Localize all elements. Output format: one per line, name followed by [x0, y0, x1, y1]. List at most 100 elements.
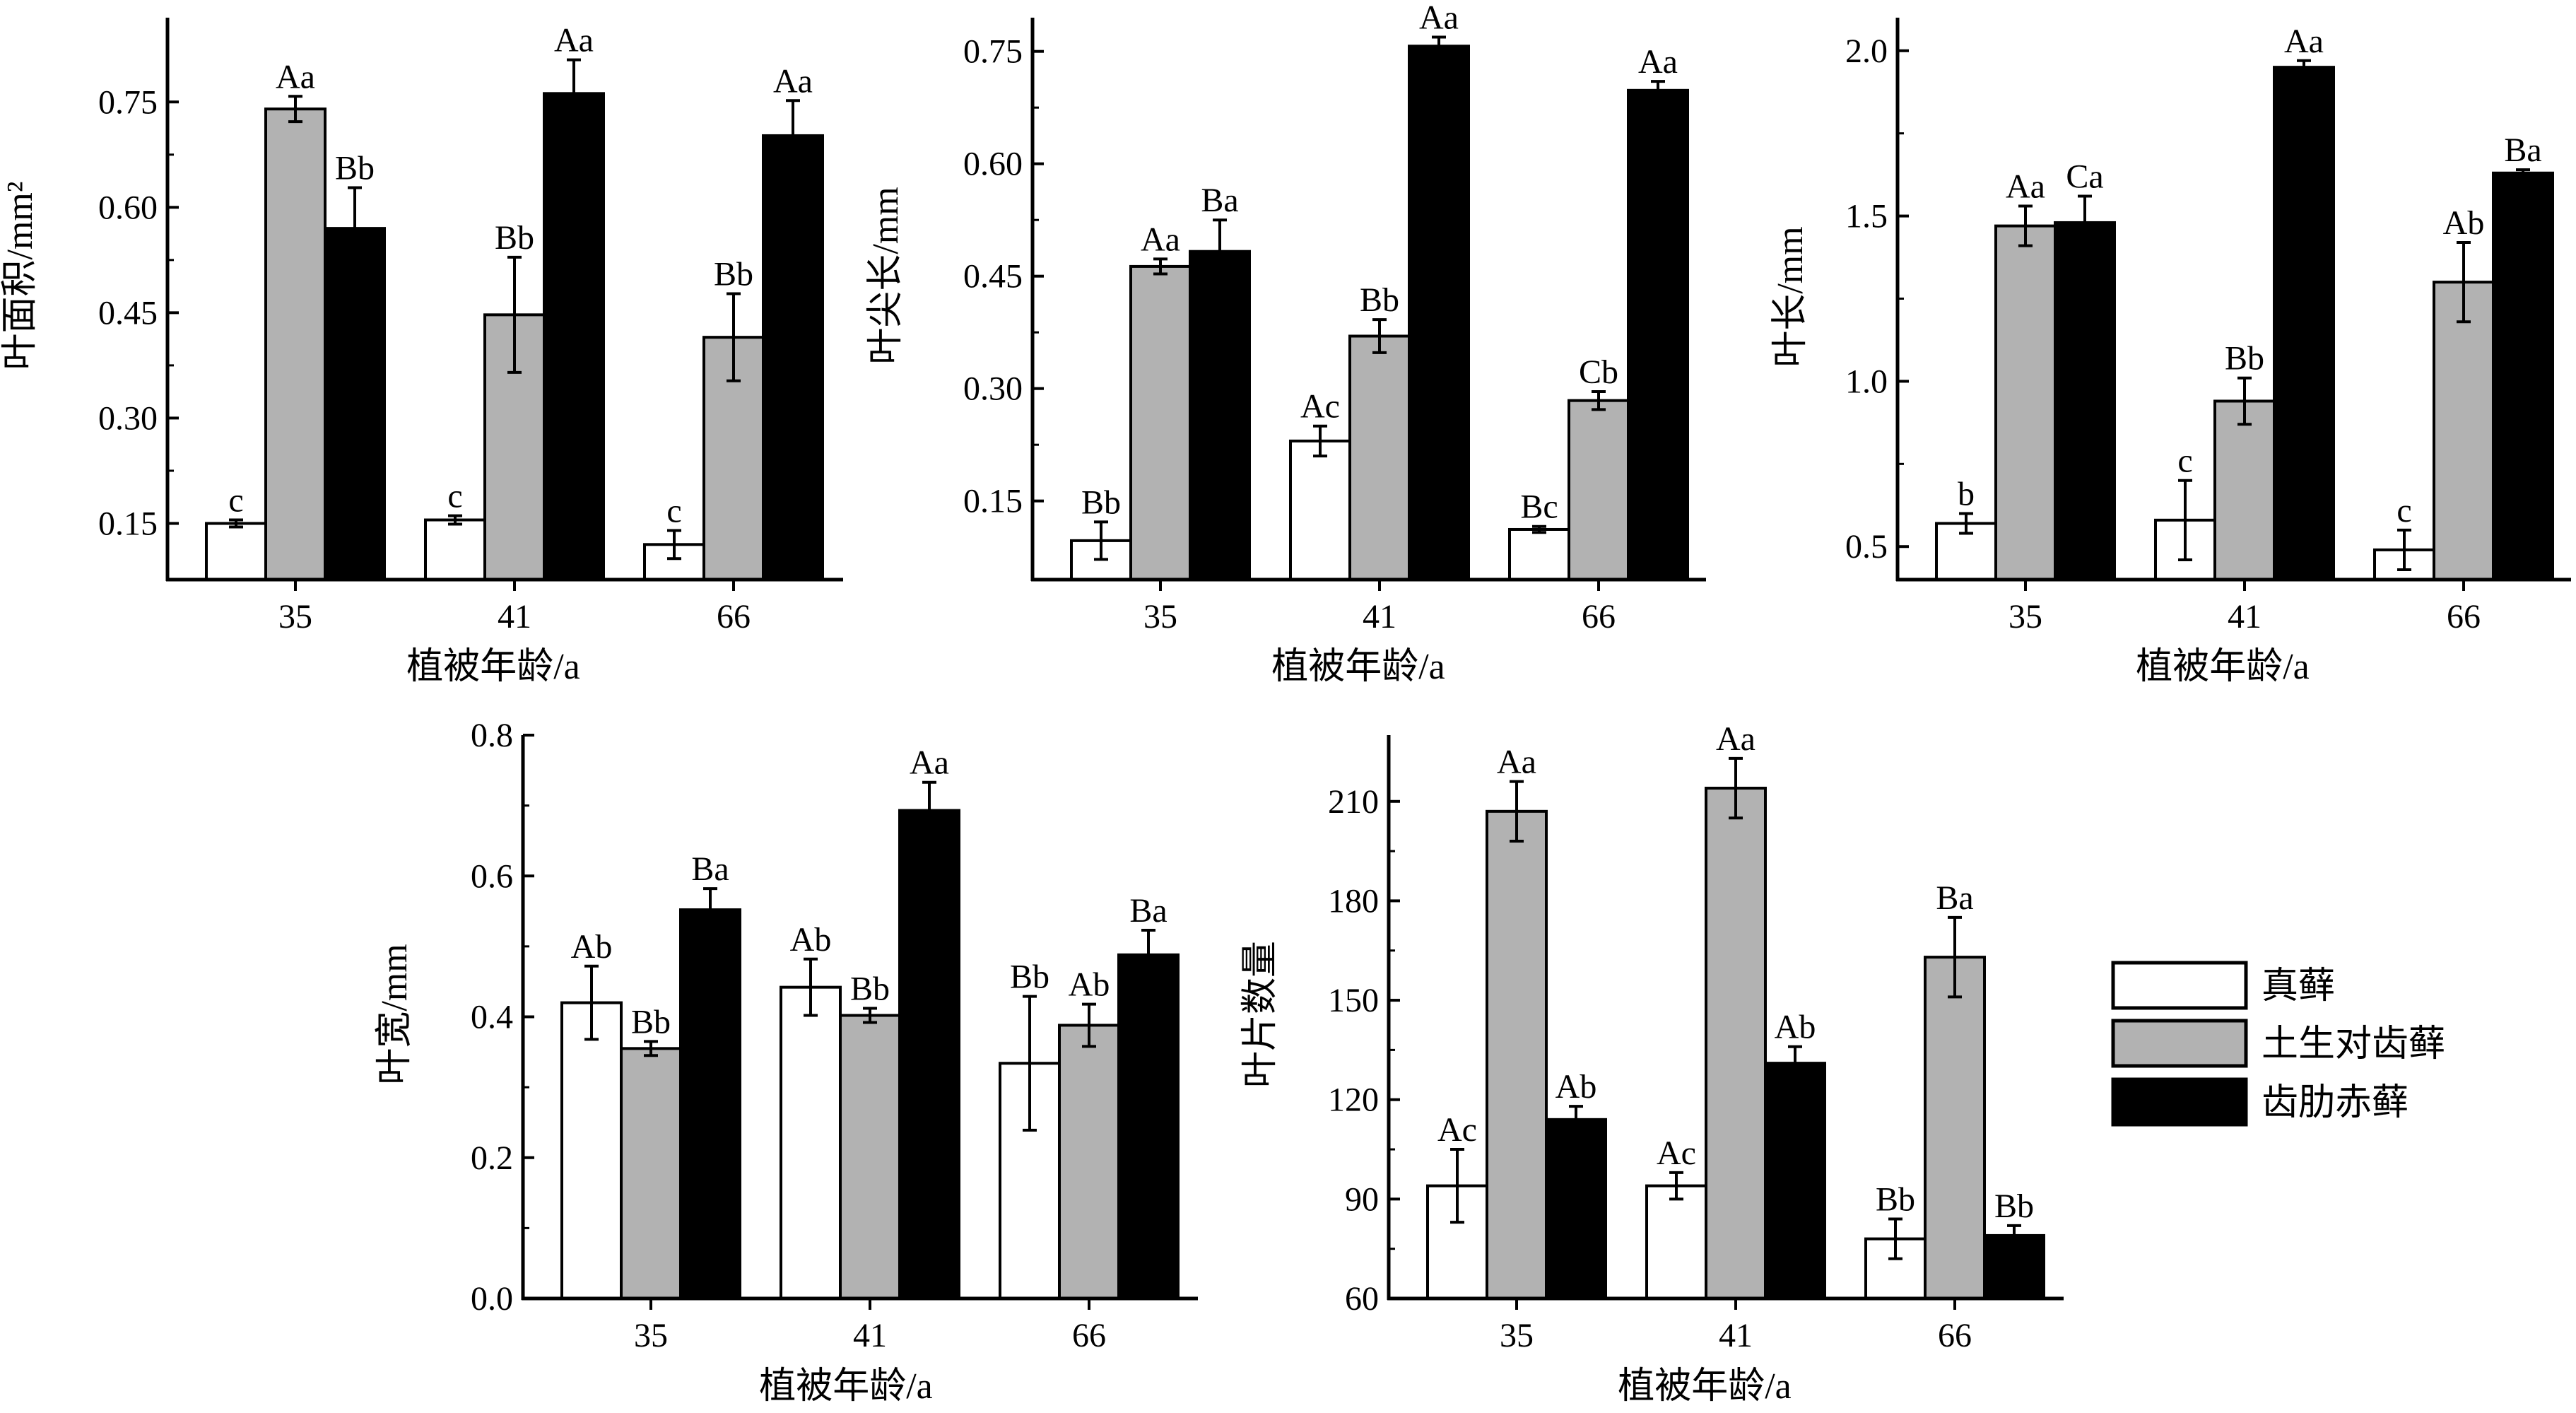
x-tick-label: 35 — [2009, 598, 2042, 635]
y-tick-label: 0.75 — [963, 33, 1023, 71]
y-tick-label: 0.60 — [963, 146, 1023, 183]
y-axis-label: 叶宽/mm — [375, 944, 415, 1084]
x-tick-label: 66 — [1072, 1317, 1106, 1354]
bar-chi-lei-66 — [762, 134, 824, 581]
legend-label-chi-lei: 齿肋赤藓 — [2262, 1083, 2409, 1123]
significance-label: Aa — [554, 22, 594, 59]
bar-tu-sheng-66 — [1924, 956, 1986, 1301]
significance-label: Aa — [276, 58, 315, 95]
bar-tu-sheng-35 — [620, 1047, 682, 1301]
significance-label: Ac — [1300, 388, 1340, 426]
significance-label: Bc — [1520, 488, 1558, 526]
significance-label: Ba — [1129, 892, 1167, 930]
significance-label: c — [666, 492, 681, 529]
significance-label: Bb — [1876, 1180, 1915, 1218]
x-tick-label: 35 — [1143, 598, 1177, 635]
significance-label: Ac — [1657, 1134, 1696, 1172]
significance-label: Cb — [1579, 353, 1618, 391]
significance-label: Bb — [1994, 1188, 2034, 1225]
bar-chi-lei-35 — [324, 227, 386, 581]
legend-swatch-chi-lei — [2111, 1077, 2248, 1127]
significance-label: Aa — [1141, 221, 1180, 258]
significance-label: Ba — [691, 850, 729, 888]
bar-chi-lei-41 — [2273, 66, 2335, 582]
y-tick-label: 0.30 — [963, 370, 1023, 408]
y-tick-label: 0.6 — [471, 857, 513, 895]
x-tick-label: 66 — [717, 598, 751, 635]
significance-label: Ba — [1936, 879, 1973, 917]
bar-tu-sheng-41 — [1705, 787, 1767, 1300]
x-tick-label: 35 — [634, 1317, 668, 1354]
y-tick-label: 2.0 — [1845, 33, 1888, 70]
bar-chi-lei-41 — [1764, 1062, 1826, 1300]
y-tick-label: 0.45 — [963, 258, 1023, 295]
y-tick-label: 90 — [1345, 1180, 1379, 1218]
y-axis-label: 叶片数量 — [1240, 941, 1281, 1088]
significance-label: Aa — [1497, 744, 1536, 781]
bar-tu-sheng-35 — [1486, 809, 1548, 1301]
significance-label: c — [228, 482, 243, 520]
significance-label: Aa — [1419, 0, 1459, 37]
significance-label: Ab — [2443, 204, 2485, 242]
chart-panel-1: c c c Aa Bb Bb Bb Aa Aa 0.15 0.30 0.45 0.60 0.75 35 41 6… — [0, 18, 843, 687]
y-axis-label: 叶面积/mm² — [0, 182, 40, 370]
bar-zhen-xian-41 — [1645, 1184, 1707, 1300]
x-axis-label: 植被年龄/a — [1618, 1366, 1792, 1407]
significance-label: Bb — [335, 149, 375, 187]
bar-chi-lei-41 — [898, 809, 960, 1300]
significance-label: Bb — [495, 219, 534, 257]
significance-label: Ba — [1201, 182, 1238, 219]
y-tick-label: 180 — [1328, 882, 1379, 920]
x-tick-label: 66 — [1582, 598, 1616, 635]
bar-chi-lei-35 — [1545, 1118, 1607, 1301]
y-tick-label: 210 — [1328, 783, 1379, 821]
significance-label: Aa — [1638, 43, 1678, 81]
significance-label: Aa — [910, 744, 949, 782]
y-tick-label: 0.8 — [471, 717, 513, 754]
x-tick-label: 66 — [1938, 1317, 1972, 1354]
bar-tu-sheng-35 — [264, 107, 327, 581]
significance-label: Ab — [1555, 1068, 1597, 1106]
significance-label: Aa — [1716, 720, 1755, 758]
significance-label: c — [447, 478, 462, 515]
significance-label: Ca — [2066, 158, 2103, 196]
bar-zhen-xian-66 — [1508, 527, 1570, 581]
bar-tu-sheng-66 — [2433, 281, 2495, 581]
y-tick-label: 0.0 — [471, 1280, 513, 1318]
bar-zhen-xian-35 — [560, 1001, 623, 1300]
bar-tu-sheng-41 — [1348, 334, 1411, 581]
bar-tu-sheng-41 — [839, 1014, 901, 1300]
x-tick-label: 41 — [1719, 1317, 1753, 1354]
y-tick-label: 150 — [1328, 982, 1379, 1019]
significance-label: Bb — [1360, 281, 1399, 319]
bar-chi-lei-35 — [2054, 221, 2116, 581]
bar-zhen-xian-35 — [205, 522, 267, 581]
legend-label-zhen-xian: 真藓 — [2262, 966, 2335, 1007]
legend-swatch-tu-sheng — [2111, 1019, 2248, 1068]
significance-label: c — [2396, 492, 2411, 529]
significance-label: Aa — [2284, 23, 2324, 60]
x-tick-label: 41 — [498, 598, 531, 635]
x-tick-label: 35 — [1500, 1317, 1534, 1354]
y-tick-label: 1.5 — [1845, 198, 1888, 235]
bar-tu-sheng-35 — [1994, 224, 2057, 581]
bar-chi-lei-41 — [543, 92, 605, 581]
chart-panel-5: Ac Ac Bb Aa Aa Ba Ab Ab Bb 60 90 120 150 180 210 35 41 66… — [1240, 720, 2064, 1407]
y-tick-label: 0.45 — [98, 294, 158, 332]
x-axis-label: 植被年龄/a — [1271, 647, 1445, 687]
y-tick-label: 0.30 — [98, 399, 158, 437]
significance-label: Ac — [1437, 1111, 1477, 1149]
x-tick-label: 41 — [853, 1317, 887, 1354]
y-tick-label: 0.15 — [98, 505, 158, 543]
y-tick-label: 0.60 — [98, 189, 158, 226]
bar-zhen-xian-41 — [780, 985, 842, 1300]
y-tick-label: 0.15 — [963, 483, 1023, 520]
y-tick-label: 0.75 — [98, 83, 158, 121]
x-tick-label: 66 — [2447, 598, 2481, 635]
bar-zhen-xian-41 — [1289, 439, 1351, 582]
significance-label: c — [2177, 442, 2192, 480]
bar-tu-sheng-35 — [1129, 264, 1192, 581]
significance-label: Bb — [1081, 483, 1121, 521]
bar-chi-lei-66 — [1117, 953, 1180, 1300]
